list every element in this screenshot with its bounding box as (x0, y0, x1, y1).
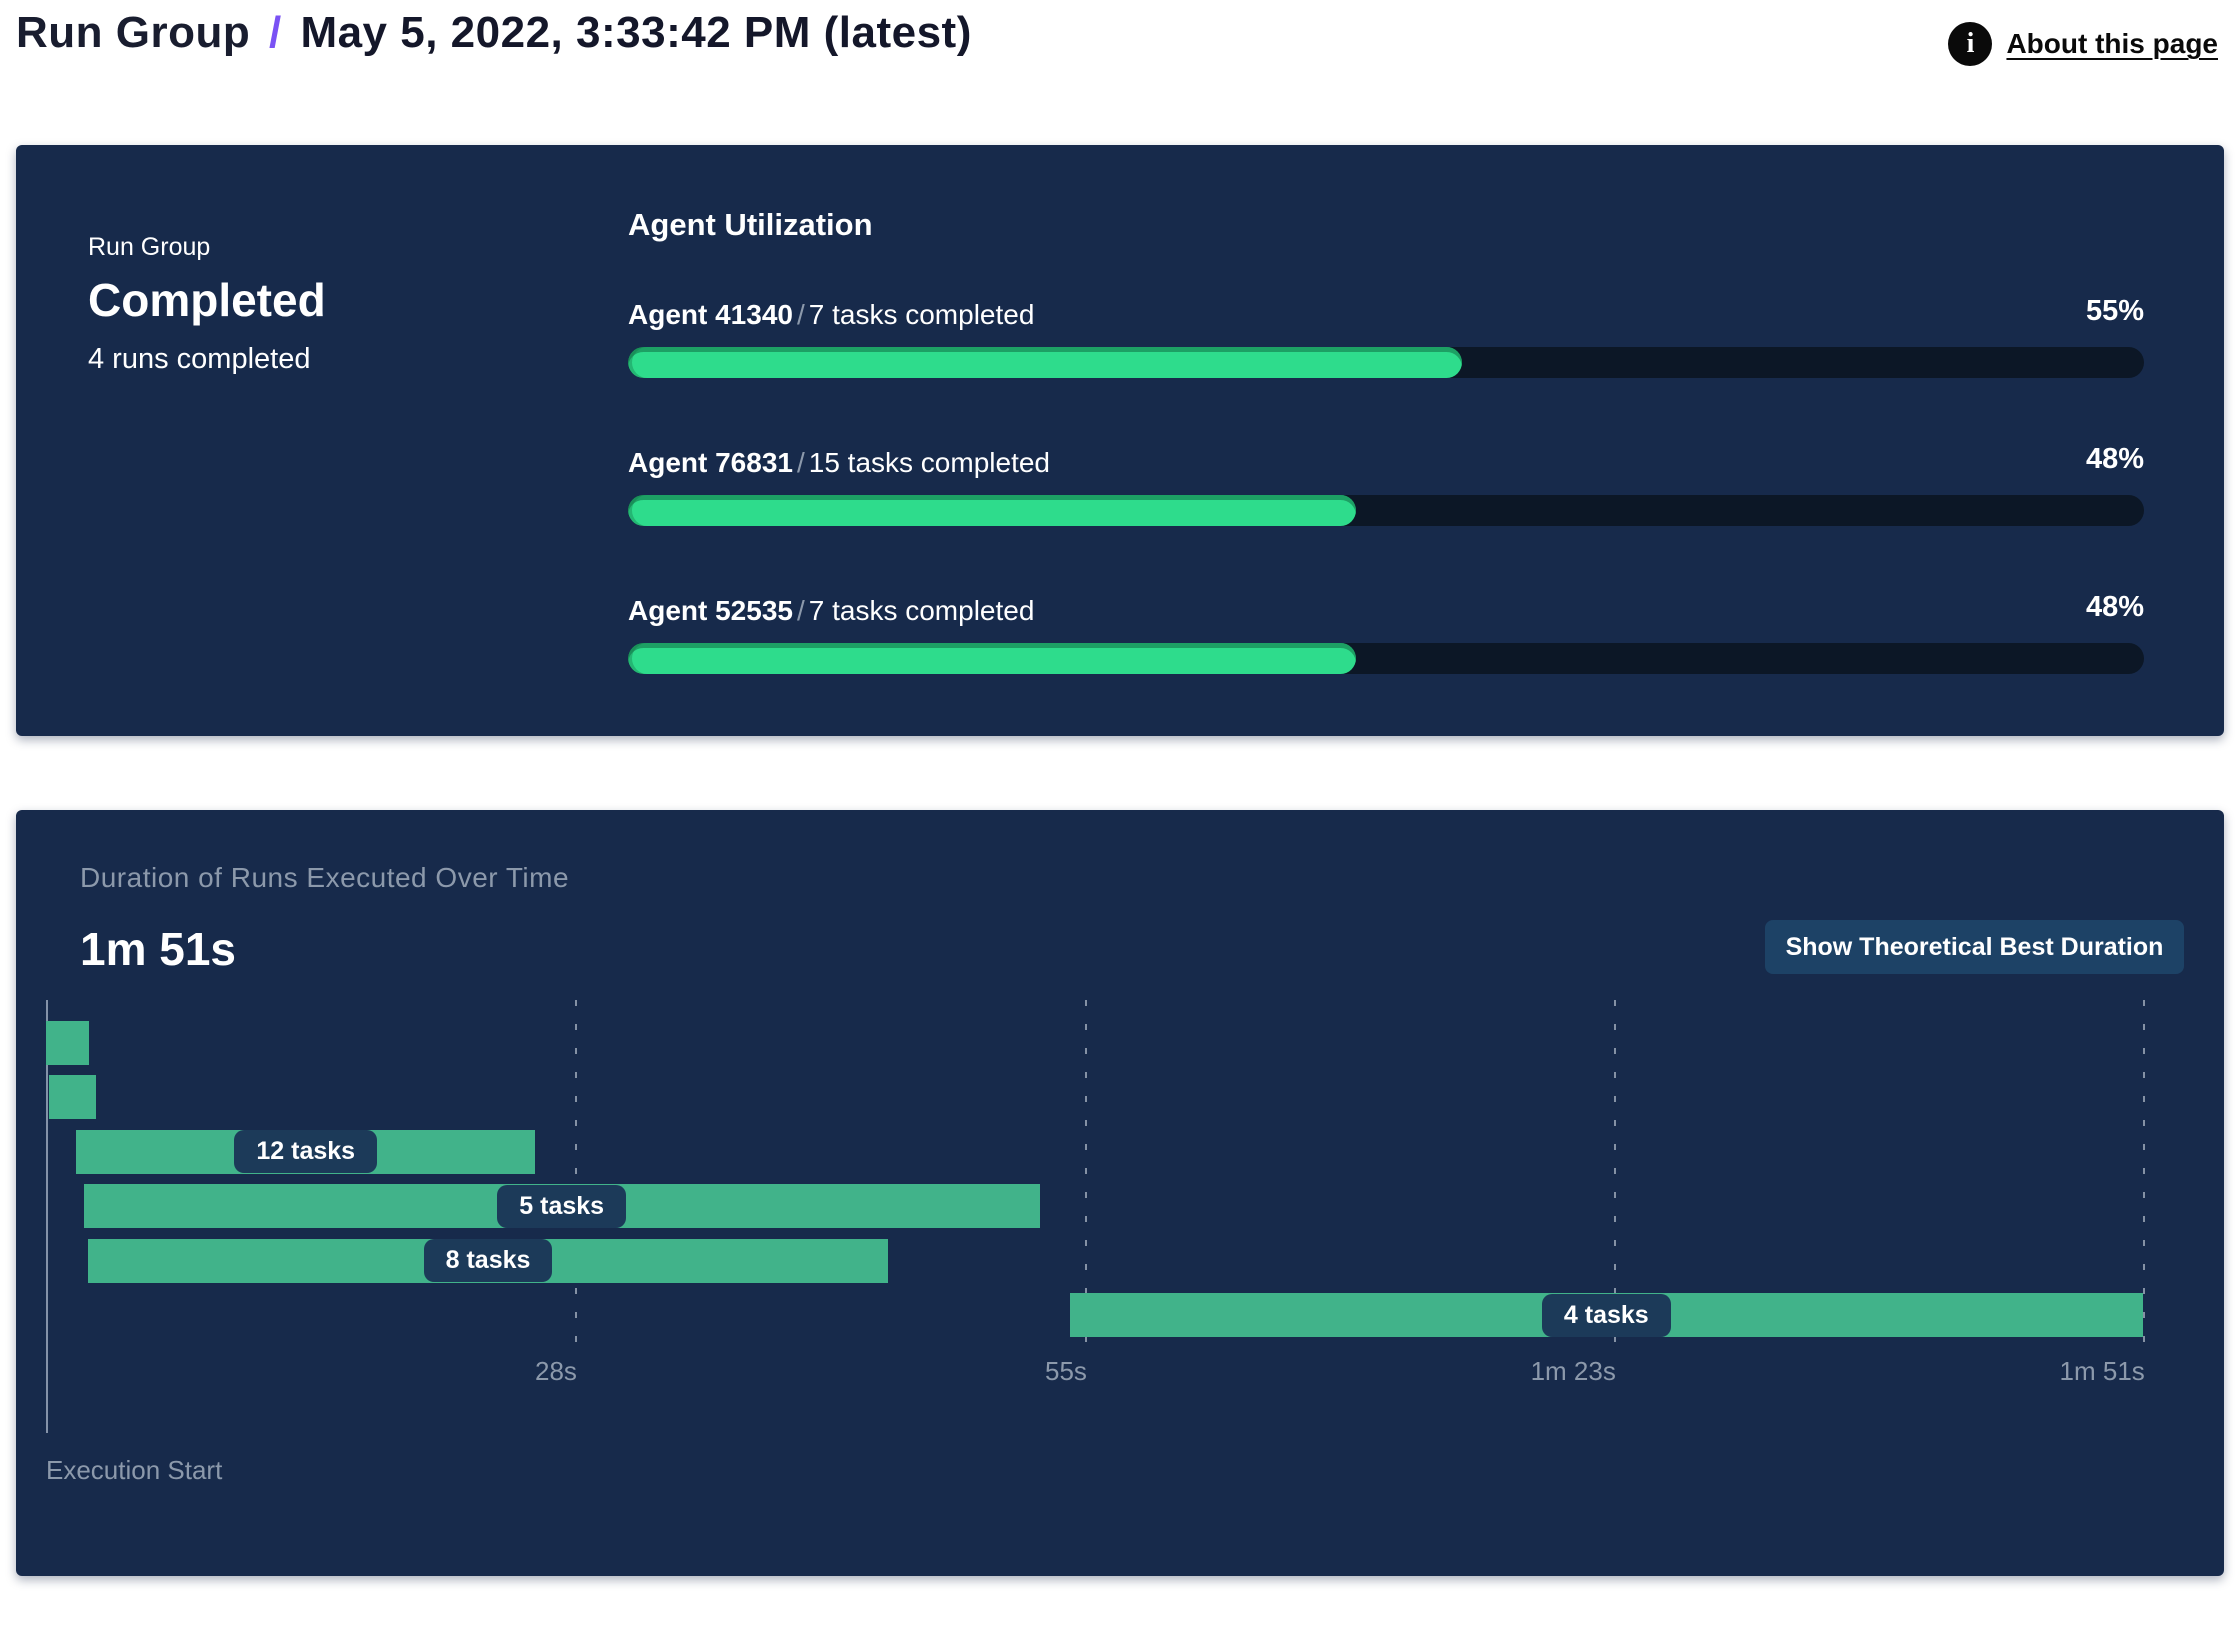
gridline (574, 1000, 577, 1355)
utilization-bar-fill (628, 643, 1356, 674)
agent-tasks: 7 tasks completed (808, 595, 1035, 626)
agent-utilization-title: Agent Utilization (628, 207, 873, 242)
total-duration: 1m 51s (80, 923, 237, 975)
agent-row: Agent 52535/7 tasks completed 48% (628, 591, 2144, 721)
gantt-bar-label: 4 tasks (1541, 1293, 1671, 1337)
agent-name: Agent 41340 (628, 299, 793, 330)
x-tick-label: 28s (534, 1356, 577, 1386)
duration-panel: Duration of Runs Executed Over Time 1m 5… (16, 810, 2224, 1576)
gantt-bar[interactable] (48, 1075, 97, 1120)
label-separator: / (796, 299, 805, 330)
run-group-status: Completed (88, 274, 326, 326)
gantt-bar-label: 12 tasks (234, 1130, 378, 1174)
agent-row: Agent 76831/15 tasks completed 48% (628, 443, 2144, 573)
x-tick-label: 1m 23s (1530, 1356, 1616, 1386)
agent-label: Agent 41340/7 tasks completed (628, 295, 2144, 335)
gantt-chart: Execution Start 28s 55s 1m 23s 1m 51s 12 tas… (16, 810, 2224, 1576)
breadcrumb: Run Group / May 5, 2022, 3:33:42 PM (lat… (16, 8, 2218, 58)
gridline (2142, 1000, 2145, 1355)
page-header: Run Group / May 5, 2022, 3:33:42 PM (lat… (16, 8, 2218, 78)
breadcrumb-separator: / (268, 8, 282, 57)
utilization-bar-track (628, 495, 2144, 526)
x-tick-label: 1m 51s (2059, 1356, 2145, 1386)
execution-start-axis-line (46, 1000, 48, 1433)
agent-name: Agent 52535 (628, 595, 793, 626)
about-link-label: About this page (2006, 28, 2218, 59)
utilization-bar-fill (628, 347, 1462, 378)
utilization-percent: 48% (2085, 443, 2144, 475)
utilization-percent: 48% (2085, 591, 2144, 623)
page-title: May 5, 2022, 3:33:42 PM (latest) (300, 8, 972, 57)
run-group-label: Run Group (88, 233, 211, 261)
utilization-bar-track (628, 643, 2144, 674)
gantt-bar[interactable]: 12 tasks (76, 1129, 536, 1174)
gantt-bar[interactable]: 5 tasks (83, 1184, 1040, 1229)
label-separator: / (796, 595, 805, 626)
gantt-bar[interactable]: 8 tasks (87, 1238, 889, 1283)
gantt-bar-label: 8 tasks (423, 1239, 553, 1283)
about-this-page-link[interactable]: i About this page (1948, 22, 2218, 66)
agent-tasks: 7 tasks completed (808, 299, 1035, 330)
label-separator: / (796, 447, 805, 478)
execution-start-label: Execution Start (46, 1455, 223, 1485)
runs-completed-text: 4 runs completed (88, 343, 311, 375)
gantt-bar[interactable]: 4 tasks (1069, 1293, 2143, 1337)
agent-tasks: 15 tasks completed (808, 447, 1050, 478)
agent-row: Agent 41340/7 tasks completed 55% (628, 295, 2144, 425)
gantt-bar-label: 5 tasks (497, 1184, 627, 1228)
utilization-bar-track (628, 347, 2144, 378)
gantt-bar[interactable] (46, 1021, 90, 1065)
agent-label: Agent 52535/7 tasks completed (628, 591, 2144, 631)
breadcrumb-root: Run Group (16, 8, 251, 57)
gridline (1084, 1000, 1087, 1355)
show-theoretical-best-duration-button[interactable]: Show Theoretical Best Duration (1765, 920, 2184, 974)
run-group-panel: Run Group Completed 4 runs completed Age… (16, 145, 2224, 736)
duration-chart-title: Duration of Runs Executed Over Time (80, 862, 570, 893)
utilization-percent: 55% (2085, 295, 2144, 327)
x-tick-label: 55s (1045, 1356, 1087, 1386)
agent-utilization-section: Agent Utilization Agent 41340/7 tasks co… (628, 145, 2144, 736)
agent-name: Agent 76831 (628, 447, 793, 478)
utilization-bar-fill (628, 495, 1356, 526)
gridline (1613, 1000, 1616, 1355)
info-icon[interactable]: i (1948, 22, 1993, 66)
agent-label: Agent 76831/15 tasks completed (628, 443, 2144, 483)
